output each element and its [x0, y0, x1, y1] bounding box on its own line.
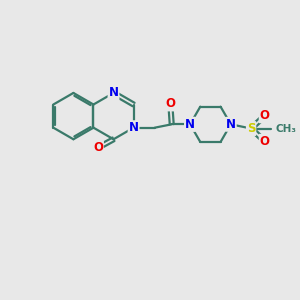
Text: O: O: [165, 98, 175, 110]
Text: O: O: [93, 141, 103, 154]
Text: S: S: [247, 122, 255, 135]
Text: CH₃: CH₃: [275, 124, 296, 134]
Text: O: O: [260, 135, 270, 148]
Text: N: N: [185, 118, 195, 131]
Text: N: N: [129, 121, 139, 134]
Text: N: N: [185, 118, 195, 131]
Text: N: N: [109, 86, 118, 99]
Text: N: N: [226, 118, 236, 131]
Text: O: O: [260, 109, 270, 122]
